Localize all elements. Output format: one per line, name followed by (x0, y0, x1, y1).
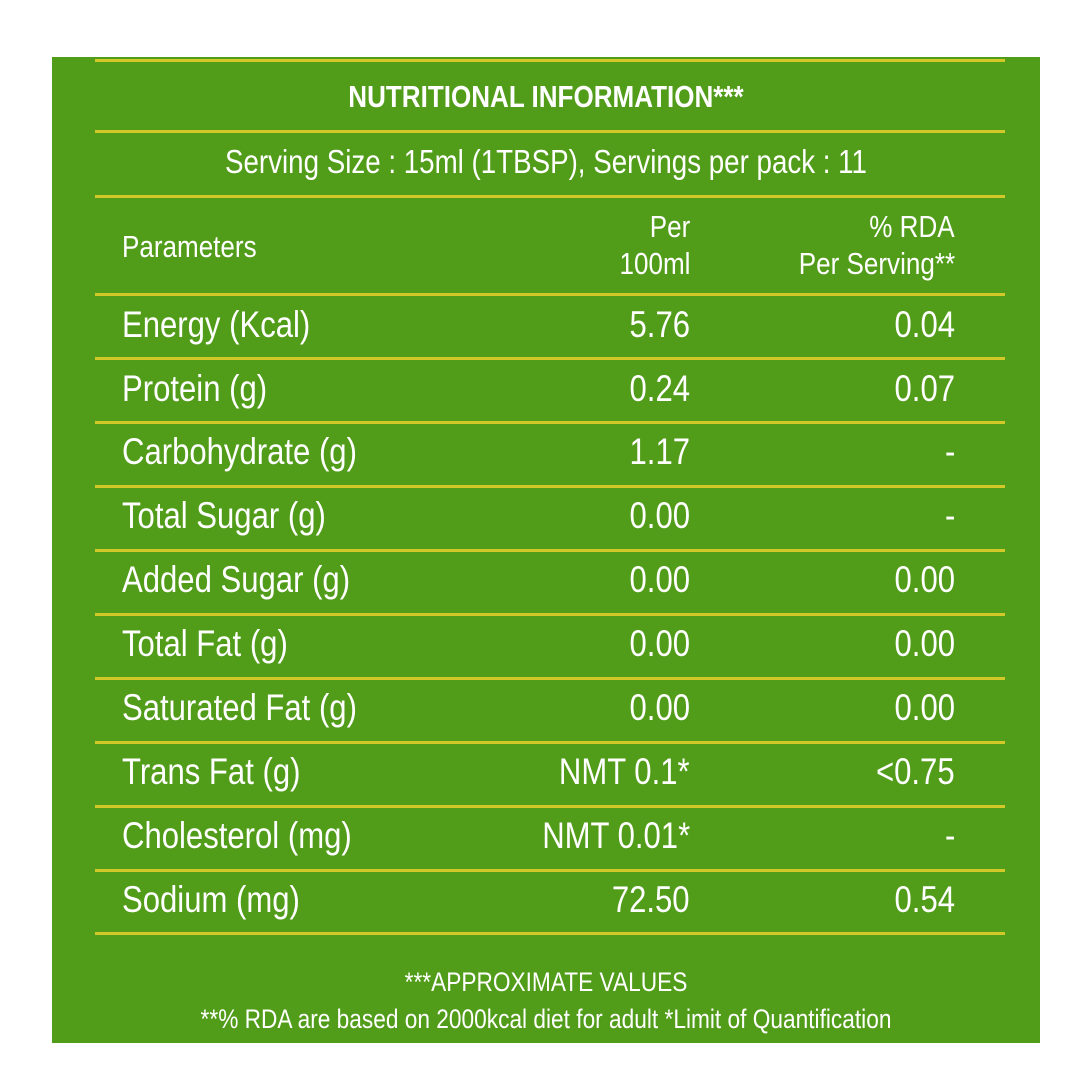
parameter: Added Sugar (g) (122, 559, 351, 601)
value: <0.75 (876, 750, 955, 792)
divider (95, 130, 1005, 133)
value: NMT 0.01* (542, 814, 690, 856)
value: - (944, 814, 955, 856)
value: 0.00 (629, 559, 690, 601)
divider (95, 741, 1005, 744)
value: 0.00 (629, 687, 690, 728)
value: 0.07 (894, 367, 955, 409)
parameter: Protein (g) (122, 367, 268, 409)
title: NUTRITIONAL INFORMATION*** (348, 78, 744, 114)
column-header: Per Serving** (798, 245, 955, 281)
divider (95, 549, 1005, 552)
divider (95, 59, 1005, 62)
parameter: Sodium (mg) (122, 878, 300, 920)
divider (95, 805, 1005, 808)
serving-info: Serving Size : 15ml (1TBSP), Servings pe… (225, 142, 867, 180)
parameter: Saturated Fat (g) (122, 687, 357, 728)
column-header: Parameters (122, 228, 257, 264)
value: 0.00 (894, 623, 955, 665)
divider (95, 932, 1005, 935)
footnote: ***APPROXIMATE VALUES (404, 967, 688, 998)
divider (95, 485, 1005, 488)
value: 1.17 (629, 431, 690, 473)
value: 0.00 (629, 495, 690, 537)
value: - (944, 495, 955, 537)
value: 0.54 (894, 878, 955, 920)
column-header: % RDA (869, 208, 955, 244)
divider (95, 677, 1005, 680)
value: 0.00 (894, 559, 955, 601)
divider (95, 421, 1005, 424)
value: 5.76 (629, 303, 690, 345)
parameter: Cholesterol (mg) (122, 814, 352, 856)
value: 72.50 (612, 878, 690, 920)
parameter: Total Fat (g) (122, 623, 288, 665)
parameter: Total Sugar (g) (122, 495, 326, 537)
column-header: Per (649, 208, 690, 244)
column-header: 100ml (619, 245, 690, 281)
parameter: Energy (Kcal) (122, 303, 311, 345)
divider (95, 293, 1005, 296)
parameter: Carbohydrate (g) (122, 431, 357, 473)
value: 0.00 (629, 623, 690, 665)
divider (95, 195, 1005, 198)
value: 0.00 (894, 687, 955, 728)
parameter: Trans Fat (g) (122, 750, 301, 792)
footnote: **% RDA are based on 2000kcal diet for a… (200, 1004, 892, 1035)
value: 0.04 (894, 303, 955, 345)
value: 0.24 (629, 367, 690, 409)
value: NMT 0.1* (559, 750, 690, 792)
divider (95, 613, 1005, 616)
divider (95, 357, 1005, 360)
value: - (944, 431, 955, 473)
divider (95, 869, 1005, 872)
